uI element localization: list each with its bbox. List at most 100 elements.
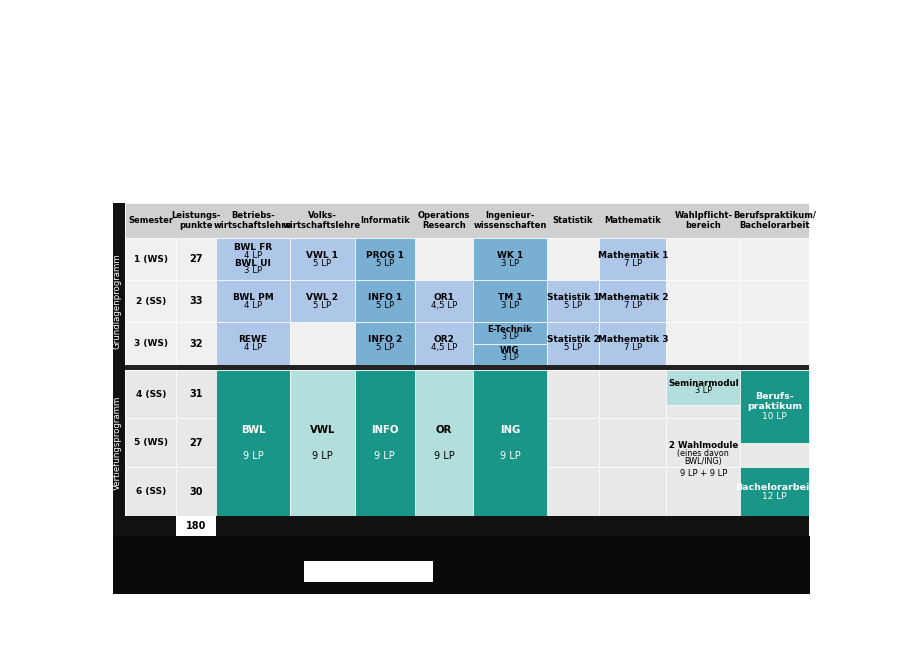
Bar xyxy=(666,418,740,468)
Bar xyxy=(355,238,415,280)
Bar xyxy=(473,238,547,280)
Bar xyxy=(741,370,808,418)
Text: praktikum: praktikum xyxy=(747,402,802,411)
Bar xyxy=(125,322,176,365)
Bar xyxy=(473,280,547,322)
Text: Vertiefungsprogramm: Vertiefungsprogramm xyxy=(112,396,122,490)
Text: Wahlpflicht-: Wahlpflicht- xyxy=(674,211,733,220)
Text: 3 LP: 3 LP xyxy=(501,353,518,362)
Bar xyxy=(599,238,666,280)
Bar xyxy=(547,370,599,418)
Bar xyxy=(355,238,415,280)
Bar xyxy=(290,280,355,322)
Bar xyxy=(473,370,547,418)
Text: 10 LP: 10 LP xyxy=(762,412,787,421)
Text: 30: 30 xyxy=(189,487,202,497)
Text: VWL 2: VWL 2 xyxy=(306,293,338,301)
Bar xyxy=(125,203,808,238)
Text: 9 LP: 9 LP xyxy=(434,451,454,461)
Bar xyxy=(216,370,290,516)
Text: 1 (WS): 1 (WS) xyxy=(134,255,167,263)
Bar xyxy=(415,322,473,365)
Bar xyxy=(473,322,547,344)
Text: 9 LP: 9 LP xyxy=(374,451,395,461)
Bar xyxy=(355,322,415,365)
Bar xyxy=(216,322,290,365)
Bar xyxy=(304,562,434,582)
Text: 4 (SS): 4 (SS) xyxy=(136,390,166,399)
Bar xyxy=(547,238,599,280)
Bar xyxy=(355,418,415,468)
Bar xyxy=(666,280,740,322)
Bar xyxy=(473,280,547,322)
Bar xyxy=(125,280,176,322)
Text: 33: 33 xyxy=(189,296,202,306)
Text: BWL: BWL xyxy=(240,425,266,435)
Text: 5 LP: 5 LP xyxy=(375,343,394,352)
Text: 3 LP: 3 LP xyxy=(244,266,262,275)
Text: E-Technik: E-Technik xyxy=(488,325,532,334)
Bar xyxy=(290,468,355,516)
Text: REWE: REWE xyxy=(238,335,267,344)
Bar xyxy=(176,468,216,516)
Bar xyxy=(415,238,473,280)
Bar xyxy=(666,370,740,405)
Text: VWL 1: VWL 1 xyxy=(306,251,338,259)
Bar xyxy=(547,418,599,468)
Text: 4 LP: 4 LP xyxy=(244,301,262,310)
Bar xyxy=(415,468,473,516)
Bar xyxy=(176,238,216,280)
Bar xyxy=(599,418,666,468)
Text: 9 LP: 9 LP xyxy=(312,451,333,461)
Bar xyxy=(216,322,290,365)
Text: Mathematik 2: Mathematik 2 xyxy=(598,293,668,301)
Text: OR1: OR1 xyxy=(434,293,454,301)
Bar xyxy=(599,280,666,322)
Bar xyxy=(290,418,355,468)
Text: Leistungs-: Leistungs- xyxy=(171,211,220,220)
Text: WK 1: WK 1 xyxy=(497,251,523,259)
Text: BWL UI: BWL UI xyxy=(235,259,271,267)
Bar xyxy=(473,322,547,365)
Bar xyxy=(125,238,176,280)
Bar xyxy=(741,322,808,365)
Bar xyxy=(741,418,808,468)
Bar xyxy=(666,322,740,365)
Text: ING: ING xyxy=(500,425,520,435)
Bar xyxy=(599,370,666,418)
Bar xyxy=(176,322,216,365)
Text: 7 LP: 7 LP xyxy=(624,301,642,310)
Bar xyxy=(125,516,808,536)
Bar xyxy=(741,468,808,516)
Text: 4 LP: 4 LP xyxy=(244,251,262,260)
Bar xyxy=(176,370,216,418)
Bar xyxy=(547,468,599,516)
Bar xyxy=(599,280,666,322)
Bar xyxy=(290,322,355,365)
Text: BWL FR: BWL FR xyxy=(234,243,272,252)
Bar xyxy=(415,280,473,322)
Text: Berufspraktikum/: Berufspraktikum/ xyxy=(733,211,816,220)
Bar xyxy=(355,280,415,322)
Text: Mathematik: Mathematik xyxy=(605,216,662,225)
Text: Research: Research xyxy=(422,221,466,230)
Text: 5 LP: 5 LP xyxy=(313,301,331,310)
Bar xyxy=(216,280,290,322)
Bar xyxy=(741,468,808,516)
Text: 27: 27 xyxy=(189,254,202,264)
Text: TM 1: TM 1 xyxy=(498,293,522,301)
Text: PROG 1: PROG 1 xyxy=(365,251,404,259)
Text: wissenschaften: wissenschaften xyxy=(473,221,546,230)
Text: INFO 2: INFO 2 xyxy=(368,335,402,344)
Text: BWL/ING): BWL/ING) xyxy=(685,458,722,466)
Bar xyxy=(176,280,216,322)
Text: Statistik 1: Statistik 1 xyxy=(546,293,599,301)
Text: 3 (WS): 3 (WS) xyxy=(134,339,167,348)
Text: Semester: Semester xyxy=(128,216,174,225)
Bar xyxy=(112,536,810,594)
Bar xyxy=(666,370,740,418)
Text: 4,5 LP: 4,5 LP xyxy=(431,343,457,352)
Bar xyxy=(415,280,473,322)
Text: INFO: INFO xyxy=(371,425,399,435)
Bar xyxy=(216,238,290,280)
